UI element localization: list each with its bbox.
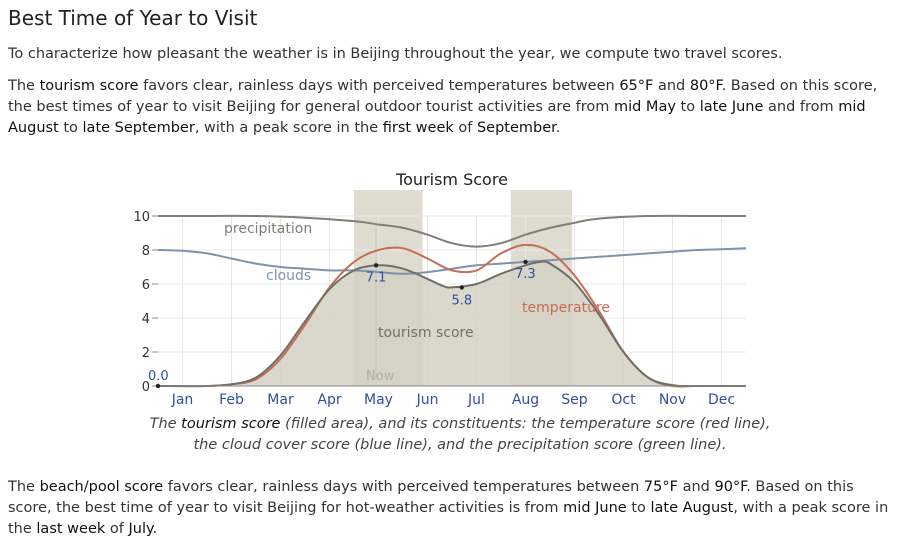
- y-tick-label: 6: [142, 278, 150, 293]
- annotation-label: 7.1: [366, 270, 387, 285]
- y-tick-label: 2: [142, 346, 150, 361]
- annotation-label: 5.8: [451, 293, 472, 308]
- page-title: Best Time of Year to Visit: [8, 6, 258, 30]
- month-label: Sep: [561, 392, 588, 408]
- y-tick-label: 4: [142, 312, 150, 327]
- clouds-line: [157, 247, 747, 275]
- y-tick-label: 0: [142, 380, 150, 395]
- annotation-dot: [373, 263, 379, 268]
- precipitation-label: precipitation: [224, 221, 312, 237]
- month-label: Dec: [708, 392, 735, 408]
- intro-paragraph: To characterize how pleasant the weather…: [8, 46, 783, 62]
- tourism-score-label: tourism score: [378, 325, 474, 341]
- chart-caption: The tourism score (filled area), and its…: [149, 416, 771, 453]
- now-label: Now: [366, 369, 395, 384]
- annotation-dot: [523, 259, 528, 265]
- month-label: Jan: [171, 392, 194, 408]
- month-label: Apr: [317, 392, 341, 408]
- y-tick-label: 10: [133, 210, 150, 225]
- month-label: Mar: [267, 392, 294, 408]
- month-label: May: [364, 392, 393, 408]
- month-label: Jun: [416, 392, 439, 408]
- annotation-dot: [459, 285, 464, 290]
- tourism-score-line: [157, 260, 747, 388]
- precipitation-line: [157, 214, 746, 248]
- y-tick-label: 8: [142, 244, 150, 259]
- temperature-label: temperature: [522, 300, 610, 316]
- clouds-label: clouds: [266, 268, 311, 284]
- month-label: Oct: [611, 392, 636, 408]
- month-label: Feb: [219, 392, 244, 408]
- tourism-score-area: [158, 261, 746, 387]
- chart-title: Tourism Score: [395, 170, 508, 189]
- month-label: Nov: [659, 392, 686, 408]
- annotation-label: 7.3: [515, 267, 536, 282]
- annotation-label: 0.0: [148, 369, 169, 384]
- month-label: Aug: [512, 392, 539, 408]
- beach-paragraph: The beach/pool score favors clear, rainl…: [8, 479, 889, 537]
- annotation-dot: [155, 383, 161, 389]
- tourism-paragraph: The tourism score favors clear, rainless…: [8, 78, 878, 136]
- month-label: Jul: [467, 392, 485, 408]
